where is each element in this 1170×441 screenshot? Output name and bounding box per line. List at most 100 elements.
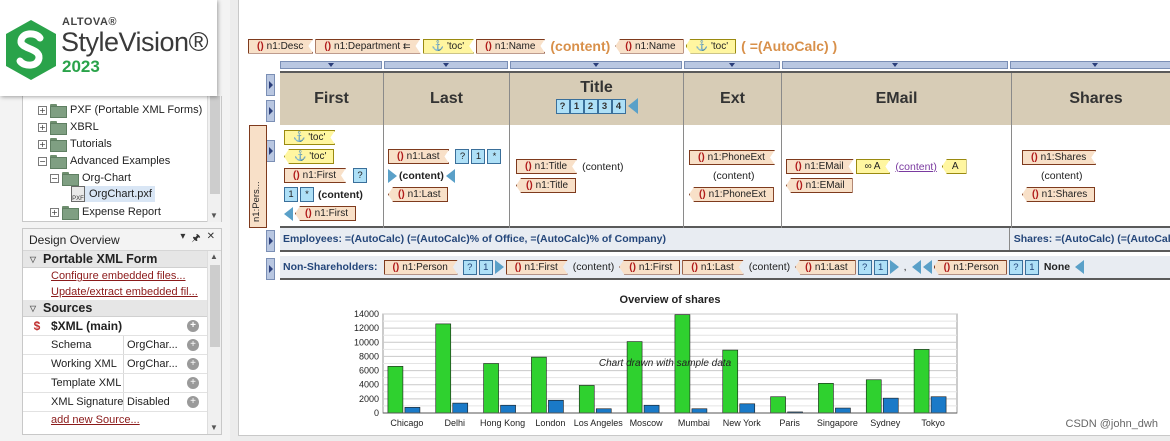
autocalc-heading[interactable]: ( =(AutoCalc) ) [741, 38, 838, 54]
row-value[interactable]: OrgChar... [123, 355, 185, 373]
working-xml-row[interactable]: Working XML OrgChar... + [23, 355, 221, 374]
content-placeholder[interactable]: (content) [748, 261, 791, 273]
scroll-up-icon[interactable]: ▲ [210, 252, 218, 261]
content-placeholder[interactable]: (content) [582, 160, 624, 173]
email-start-tag[interactable]: () n1:EMail [786, 159, 854, 174]
header-ext[interactable]: Ext [684, 73, 782, 125]
pxf-section-header[interactable]: ▽ Portable XML Form [23, 251, 221, 268]
tree-item-xbrl[interactable]: + XBRL [38, 119, 99, 135]
pin-icon[interactable]: 🖈 [191, 233, 201, 244]
scroll-down-icon[interactable]: ▼ [210, 211, 218, 220]
configure-embedded-files-link[interactable]: Configure embedded files... [51, 270, 186, 282]
content-placeholder[interactable]: (content) [572, 261, 615, 273]
sources-section-header[interactable]: ▽ Sources [23, 300, 221, 317]
add-icon[interactable]: + [187, 358, 199, 370]
add-icon[interactable]: + [187, 396, 199, 408]
panel-menu-icon[interactable]: ▾ [180, 231, 186, 242]
non-shareholders-row[interactable]: Non-Shareholders: () n1:Person ? 1 () n1:Fi… [280, 256, 1170, 280]
xml-signature-row[interactable]: XML Signature Disabled + [23, 393, 221, 412]
column-marker-ext[interactable] [684, 61, 780, 69]
shares-start-tag[interactable]: () n1:Shares [1022, 150, 1096, 165]
expand-icon[interactable]: + [50, 207, 59, 217]
content-placeholder[interactable]: (content) [318, 188, 363, 201]
collapse-triangle-icon[interactable]: ▽ [29, 254, 37, 264]
row-handle-non-shareholders[interactable] [266, 258, 275, 280]
last-start-tag[interactable]: () n1:Last [388, 149, 449, 164]
title-start-tag[interactable]: () n1:Title [516, 159, 577, 174]
column-marker-shares[interactable] [1010, 61, 1170, 69]
schema-row[interactable]: Schema OrgChar... + [23, 336, 221, 355]
content-placeholder[interactable]: (content) [550, 38, 611, 54]
tree-item-expense-report[interactable]: + Expense Report [50, 204, 161, 220]
scrollbar-thumb[interactable] [210, 265, 220, 347]
column-marker-first[interactable] [280, 61, 382, 69]
last-end-tag[interactable]: () n1:Last [388, 187, 449, 202]
shares-chart[interactable]: Overview of shares 0 2000 4000 6000 8000 10000… [349, 290, 965, 438]
row-handle-data[interactable] [266, 140, 275, 162]
header-email[interactable]: EMail [782, 73, 1012, 125]
email-end-tag[interactable]: () n1:EMail [786, 178, 853, 193]
collapse-triangle-icon[interactable]: ▽ [29, 303, 37, 313]
tree-scrollbar[interactable]: ▼ [207, 96, 221, 222]
toc-bookmark-end-tag[interactable]: ⚓'toc' [685, 38, 737, 54]
department-start-tag[interactable]: () n1:Department ⇇ [315, 39, 420, 54]
level-2[interactable]: 2 [583, 98, 598, 114]
expand-icon[interactable]: + [38, 105, 47, 115]
cell-first[interactable]: ⚓ 'toc' ⚓ 'toc' () n1:First? 1 * (content) … [280, 125, 384, 228]
tree-item-orgchart-pxf[interactable]: PXF OrgChart.pxf [71, 186, 155, 202]
person-side-tag[interactable]: n1:Pers... [249, 125, 267, 228]
toc-marker[interactable]: ⚓ 'toc' [284, 130, 335, 145]
q-box[interactable]: ? [353, 168, 368, 183]
employees-summary-text[interactable]: Employees: =(AutoCalc) (=(AutoCalc)% of … [283, 233, 666, 245]
expand-icon[interactable]: + [38, 139, 47, 149]
row-handle-header[interactable] [266, 74, 275, 96]
header-shares[interactable]: Shares [1012, 73, 1170, 125]
q-box[interactable]: ? [462, 259, 477, 275]
add-icon[interactable]: + [187, 320, 199, 332]
hyperlink-end-tag[interactable]: A [941, 159, 967, 174]
content-placeholder[interactable]: (content) [713, 170, 755, 182]
collapse-icon[interactable]: − [38, 156, 47, 166]
level-q[interactable]: ? [555, 98, 570, 114]
tree-item-pxf[interactable]: + PXF (Portable XML Forms) [38, 102, 202, 118]
expand-icon[interactable]: + [38, 122, 47, 132]
add-new-source-link[interactable]: add new Source... [51, 414, 140, 426]
column-marker-title[interactable] [510, 61, 682, 69]
scroll-down-icon[interactable]: ▼ [210, 423, 218, 432]
shares-summary-text[interactable]: Shares: =(AutoCalc) (=(AutoCalc) [1008, 228, 1170, 250]
cell-last[interactable]: () n1:Last? 1 * (content) () n1:Last [384, 125, 510, 228]
header-first[interactable]: First [280, 73, 384, 125]
content-placeholder[interactable]: (content) [1041, 170, 1083, 182]
person-end-tag[interactable]: () n1:Person [933, 259, 1007, 275]
column-marker-last[interactable] [384, 61, 508, 69]
header-last[interactable]: Last [384, 73, 510, 125]
level-4[interactable]: 4 [611, 98, 626, 114]
person-start-tag[interactable]: () n1:Person [384, 260, 458, 275]
star-box[interactable]: * [300, 187, 314, 202]
none-text[interactable]: None [1043, 261, 1071, 273]
title-level-chooser[interactable]: ? 1 2 3 4 [555, 98, 638, 114]
xml-main-source[interactable]: $ $XML (main) + [23, 317, 221, 336]
update-extract-embedded-link[interactable]: Update/extract embedded fil... [51, 286, 198, 298]
one-box[interactable]: 1 [284, 187, 298, 202]
toc-bookmark-tag[interactable]: ⚓'toc' [423, 39, 475, 54]
level-1[interactable]: 1 [569, 98, 584, 114]
header-title[interactable]: Title ? 1 2 3 4 [510, 73, 684, 125]
content-placeholder[interactable]: (content) [399, 170, 444, 182]
row-handle-header-2[interactable] [266, 100, 275, 122]
row-handle-employees[interactable] [266, 230, 275, 252]
cell-email[interactable]: () n1:EMail ∞ A (content) A () n1:EMail [782, 125, 1012, 228]
add-icon[interactable]: + [187, 377, 199, 389]
close-icon[interactable]: ✕ [206, 231, 215, 242]
template-xml-row[interactable]: Template XML + [23, 374, 221, 393]
one-box[interactable]: 1 [478, 259, 493, 275]
star-box[interactable]: * [487, 149, 502, 164]
q-box[interactable]: ? [455, 149, 470, 164]
cell-ext[interactable]: () n1:PhoneExt (content) () n1:PhoneExt [684, 125, 782, 228]
tree-item-tutorials[interactable]: + Tutorials [38, 136, 112, 152]
phoneext-start-tag[interactable]: () n1:PhoneExt [689, 150, 775, 165]
last-start-tag[interactable]: () n1:Last [682, 260, 743, 275]
row-value[interactable]: Disabled [123, 393, 185, 411]
first-start-tag[interactable]: () n1:First [284, 168, 346, 183]
first-end-tag[interactable]: () n1:First [619, 259, 681, 275]
